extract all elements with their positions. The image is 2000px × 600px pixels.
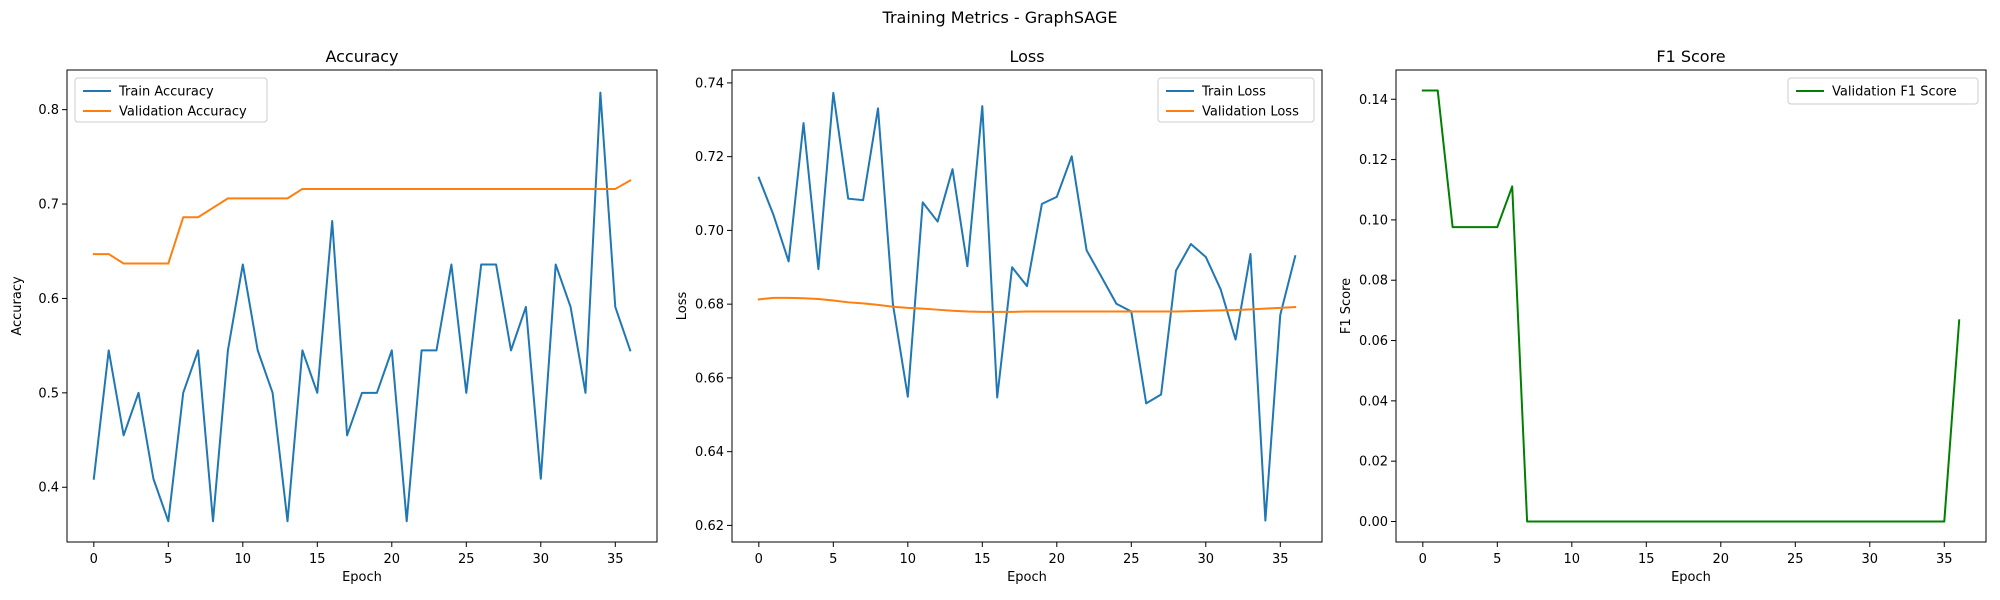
legend-label: Train Loss xyxy=(1201,85,1266,100)
y-axis-label: F1 Score xyxy=(1339,278,1354,334)
series-line-2 xyxy=(757,296,1297,313)
x-tick-label: 10 xyxy=(900,552,917,567)
legend-label: Validation Accuracy xyxy=(119,105,247,120)
y-tick-label: 0.62 xyxy=(695,519,724,534)
x-tick-label: 35 xyxy=(607,552,624,567)
x-tick-label: 20 xyxy=(384,552,401,567)
legend-box xyxy=(1787,77,1979,105)
legend-box xyxy=(74,77,268,123)
x-tick-label: 30 xyxy=(1862,552,1879,567)
y-tick-label: 0.08 xyxy=(1359,274,1388,289)
legend-label: Validation Loss xyxy=(1202,105,1299,120)
legend-label: Validation F1 Score xyxy=(1832,85,1957,100)
series-line-1 xyxy=(92,91,632,523)
series-line-1 xyxy=(1421,89,1961,523)
x-tick-label: 25 xyxy=(1123,552,1140,567)
y-tick-label: 0.02 xyxy=(1359,455,1388,470)
x-tick-label: 0 xyxy=(90,552,98,567)
y-tick-label: 0.72 xyxy=(695,150,724,165)
x-tick-label: 0 xyxy=(755,552,763,567)
x-tick-label: 25 xyxy=(1787,552,1804,567)
x-tick-label: 15 xyxy=(974,552,991,567)
legend: Train Loss Validation Loss xyxy=(1157,77,1315,123)
subplot-3: 0 5 10 15 20 25 30 35 0.00 0.02 0.04 0.06 0.08 0.10 0.… xyxy=(1339,47,1987,585)
x-tick-label: 30 xyxy=(533,552,550,567)
y-tick-label: 0.5 xyxy=(38,386,59,401)
x-tick-label: 5 xyxy=(1493,552,1501,567)
y-axis-label: Loss xyxy=(675,292,690,321)
y-tick-label: 0.12 xyxy=(1359,153,1388,168)
plot-area xyxy=(1396,70,1986,542)
y-tick-label: 0.00 xyxy=(1359,515,1388,530)
y-tick-label: 0.06 xyxy=(1359,334,1388,349)
subplot-title: Accuracy xyxy=(325,47,398,66)
x-tick-label: 35 xyxy=(1936,552,1953,567)
y-axis-label: Accuracy xyxy=(10,276,25,336)
y-tick-label: 0.6 xyxy=(38,292,59,307)
legend-box xyxy=(1157,77,1315,123)
x-tick-label: 5 xyxy=(164,552,172,567)
legend-label: Train Accuracy xyxy=(118,85,214,100)
figure-suptitle: Training Metrics - GraphSAGE xyxy=(882,8,1118,27)
axes-frame xyxy=(1395,69,1987,543)
series-line-1 xyxy=(757,91,1297,522)
y-tick-label: 0.68 xyxy=(695,298,724,313)
y-tick-label: 0.10 xyxy=(1359,213,1388,228)
series-line-2 xyxy=(92,179,632,265)
y-tick-label: 0.14 xyxy=(1359,93,1388,108)
x-tick-label: 15 xyxy=(309,552,326,567)
legend: Train Accuracy Validation Accuracy xyxy=(74,77,268,123)
y-tick-label: 0.4 xyxy=(38,481,59,496)
subplot-title: F1 Score xyxy=(1656,47,1725,66)
x-tick-label: 20 xyxy=(1713,552,1730,567)
x-tick-label: 10 xyxy=(235,552,252,567)
y-tick-label: 0.04 xyxy=(1359,394,1388,409)
subplot-title: Loss xyxy=(1009,47,1044,66)
plot-area xyxy=(67,70,657,542)
y-tick-label: 0.64 xyxy=(695,445,724,460)
y-tick-label: 0.7 xyxy=(38,198,59,213)
x-tick-label: 25 xyxy=(458,552,475,567)
legend: Validation F1 Score xyxy=(1787,77,1979,105)
x-tick-label: 10 xyxy=(1564,552,1581,567)
x-axis-label: Epoch xyxy=(1671,570,1711,585)
x-tick-label: 15 xyxy=(1638,552,1655,567)
axes-frame xyxy=(731,69,1323,543)
subplot-2: 0 5 10 15 20 25 30 35 0.62 0.64 0.66 0.68 0.70 0.72 0.… xyxy=(675,47,1323,585)
y-tick-label: 0.8 xyxy=(38,103,59,118)
x-axis-label: Epoch xyxy=(1007,570,1047,585)
x-tick-label: 30 xyxy=(1198,552,1215,567)
y-tick-label: 0.66 xyxy=(695,371,724,386)
x-tick-label: 35 xyxy=(1272,552,1289,567)
x-axis-label: Epoch xyxy=(342,570,382,585)
x-tick-label: 20 xyxy=(1049,552,1066,567)
subplot-1: 0 5 10 15 20 25 30 35 0.4 0.5 0.6 0.7 0.8 Accuracy Epo… xyxy=(10,47,658,585)
x-tick-label: 0 xyxy=(1419,552,1427,567)
y-tick-label: 0.74 xyxy=(695,76,724,91)
y-tick-label: 0.70 xyxy=(695,224,724,239)
plot-area xyxy=(732,70,1322,542)
x-tick-label: 5 xyxy=(829,552,837,567)
axes-frame xyxy=(66,69,658,543)
